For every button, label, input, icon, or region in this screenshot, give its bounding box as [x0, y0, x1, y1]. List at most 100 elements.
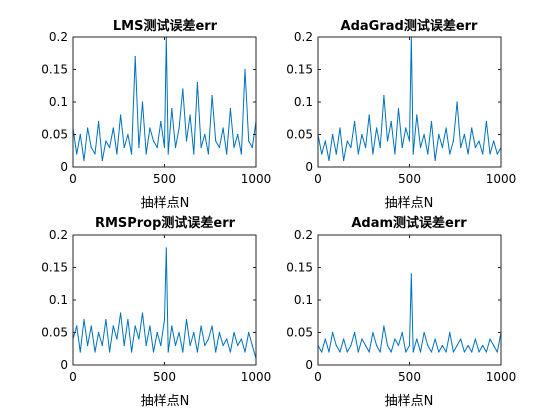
data-point [324, 140, 326, 142]
x-tick-label: 0 [314, 172, 322, 186]
x-tick-label: 500 [153, 172, 176, 186]
data-point [167, 153, 169, 155]
data-point [416, 338, 418, 340]
data-point [419, 351, 422, 353]
data-point [419, 146, 422, 149]
data-point [237, 133, 239, 136]
data-point [178, 331, 180, 334]
x-axis-label: 抽样点N [141, 394, 190, 409]
data-point [240, 338, 242, 340]
data-point [94, 351, 96, 353]
plot-frame [72, 36, 257, 168]
y-tick-label: 0.2 [294, 228, 313, 242]
y-tick-label: 0.05 [286, 128, 313, 142]
data-point [410, 273, 412, 275]
data-point [452, 351, 454, 353]
data-point [200, 325, 202, 327]
data-point [354, 120, 356, 123]
data-point [211, 94, 213, 97]
data-point [200, 146, 202, 149]
x-tick-label: 1000 [486, 370, 517, 384]
data-point [120, 312, 122, 314]
data-point [105, 140, 107, 142]
data-point [357, 351, 359, 353]
data-point [339, 127, 341, 129]
data-point [156, 331, 158, 334]
y-tick-label: 0.2 [49, 30, 68, 44]
data-point [460, 146, 462, 149]
data-point [189, 114, 191, 116]
data-point [401, 146, 403, 149]
data-point [116, 153, 118, 155]
data-point [215, 140, 217, 142]
data-point [196, 351, 198, 353]
data-point [87, 127, 89, 129]
data-point [222, 344, 224, 347]
x-tick-label: 0 [69, 370, 77, 384]
x-tick-labels: 0 500 1000 [69, 172, 271, 186]
data-point [376, 127, 378, 129]
data-point [152, 351, 155, 353]
y-tick-label: 0 [305, 160, 313, 174]
data-point [83, 159, 85, 162]
data-point [332, 331, 334, 334]
plot-frame [317, 36, 502, 168]
data-point [174, 146, 177, 149]
data-point [321, 153, 323, 155]
data-point [109, 146, 111, 149]
data-point [101, 344, 103, 347]
data-point [160, 120, 162, 123]
y-tick-label: 0 [60, 160, 68, 174]
data-point [229, 107, 231, 110]
data-point [145, 344, 147, 347]
data-point [471, 127, 473, 129]
data-point [408, 344, 411, 347]
data-point [376, 344, 378, 347]
data-point [474, 146, 476, 149]
data-point [408, 140, 411, 142]
data-point [339, 351, 341, 353]
x-tick-label: 1000 [486, 172, 517, 186]
y-tick-label: 0.15 [41, 63, 68, 77]
x-tick-label: 1000 [241, 370, 272, 384]
data-point [343, 159, 345, 162]
data-point [218, 146, 220, 149]
data-point [328, 159, 330, 162]
data-point [474, 338, 476, 340]
y-tick-label: 0.05 [286, 326, 313, 340]
data-point [149, 325, 151, 327]
data-point [423, 133, 425, 136]
data-point [328, 351, 330, 353]
data-point [412, 153, 414, 155]
series-line [317, 36, 502, 161]
data-point [167, 351, 169, 353]
data-point [112, 127, 114, 129]
data-point [138, 146, 140, 149]
x-tick-label: 500 [153, 370, 176, 384]
data-point [240, 153, 242, 155]
data-point [156, 146, 158, 149]
y-tick-label: 0.05 [41, 326, 68, 340]
data-point [350, 344, 352, 347]
data-point [196, 81, 198, 84]
series-line [72, 247, 257, 359]
data-point [485, 120, 487, 123]
data-point [416, 114, 418, 116]
data-point [185, 318, 188, 321]
data-point [332, 133, 334, 136]
data-point [445, 127, 447, 129]
data-point [226, 153, 228, 155]
series-line [317, 273, 502, 353]
data-point [98, 331, 100, 334]
y-tick-label: 0.05 [41, 128, 68, 142]
x-tick-label: 500 [398, 172, 421, 186]
data-point [471, 351, 473, 353]
data-point [493, 344, 495, 347]
data-point [251, 344, 253, 347]
data-point [335, 153, 337, 155]
data-point [76, 153, 78, 155]
data-point [405, 351, 407, 353]
data-point [441, 344, 443, 347]
